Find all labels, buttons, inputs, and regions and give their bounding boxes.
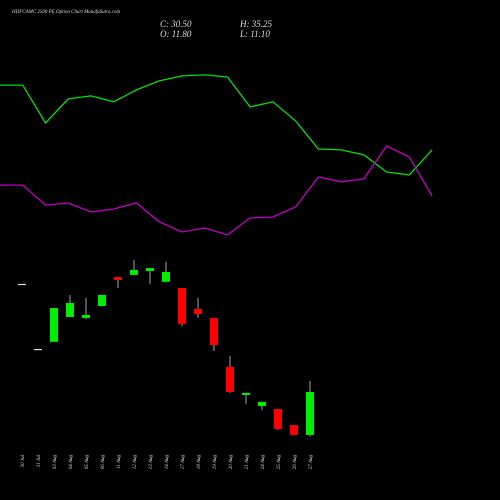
x-tick-label: 27 Aug	[309, 455, 314, 470]
x-tick-label: 17 Aug	[181, 455, 186, 470]
candle-body	[210, 317, 218, 346]
candle-body	[18, 283, 26, 286]
candle-body	[98, 294, 106, 306]
summary-close: C: 30.50	[160, 19, 192, 29]
x-tick-label: 30 Jul	[21, 454, 26, 467]
candle-body	[130, 269, 138, 275]
x-tick-label: 24 Aug	[261, 455, 266, 470]
x-tick-label: 11 Aug	[117, 455, 122, 469]
x-tick-label: 12 Aug	[133, 455, 138, 470]
candle-body	[226, 366, 234, 392]
candle-body	[50, 308, 58, 342]
x-tick-label: 21 Aug	[245, 455, 250, 470]
overlay-line	[0, 74, 433, 176]
x-tick-label: 13 Aug	[149, 455, 154, 470]
candle-body	[194, 308, 202, 315]
candle-body	[258, 401, 266, 406]
candle-body	[146, 268, 154, 272]
x-tick-label: 03 Aug	[53, 455, 58, 470]
candle-body	[242, 392, 250, 395]
candle-body	[306, 391, 314, 435]
x-tick-label: 25 Aug	[277, 455, 282, 470]
x-tick-label: 19 Aug	[213, 455, 218, 470]
overlay-line	[0, 145, 433, 236]
candle-body	[178, 288, 186, 324]
candle-body	[114, 277, 122, 280]
chart-title: HDFCAMC 2500 PE Option Chart MunafaSutra…	[11, 10, 120, 15]
candle-body	[162, 271, 170, 282]
x-tick-label: 26 Aug	[293, 455, 298, 470]
x-tick-label: 31 Jul	[37, 454, 42, 467]
candle-body	[66, 302, 74, 318]
candle-body	[274, 408, 282, 429]
x-tick-label: 04 Aug	[69, 455, 74, 470]
candle-body	[290, 425, 298, 435]
candle-body	[82, 314, 90, 318]
summary-open: O: 11.80	[160, 29, 192, 39]
candle-body	[34, 348, 42, 351]
summary-low: L: 11.10	[239, 29, 270, 39]
x-tick-label: 05 Aug	[85, 455, 90, 470]
x-tick-label: 06 Aug	[101, 455, 106, 470]
x-tick-label: 20 Aug	[229, 455, 234, 470]
x-tick-label: 18 Aug	[197, 455, 202, 470]
summary-high: H: 35.25	[239, 19, 272, 29]
x-tick-label: 14 Aug	[165, 455, 170, 470]
